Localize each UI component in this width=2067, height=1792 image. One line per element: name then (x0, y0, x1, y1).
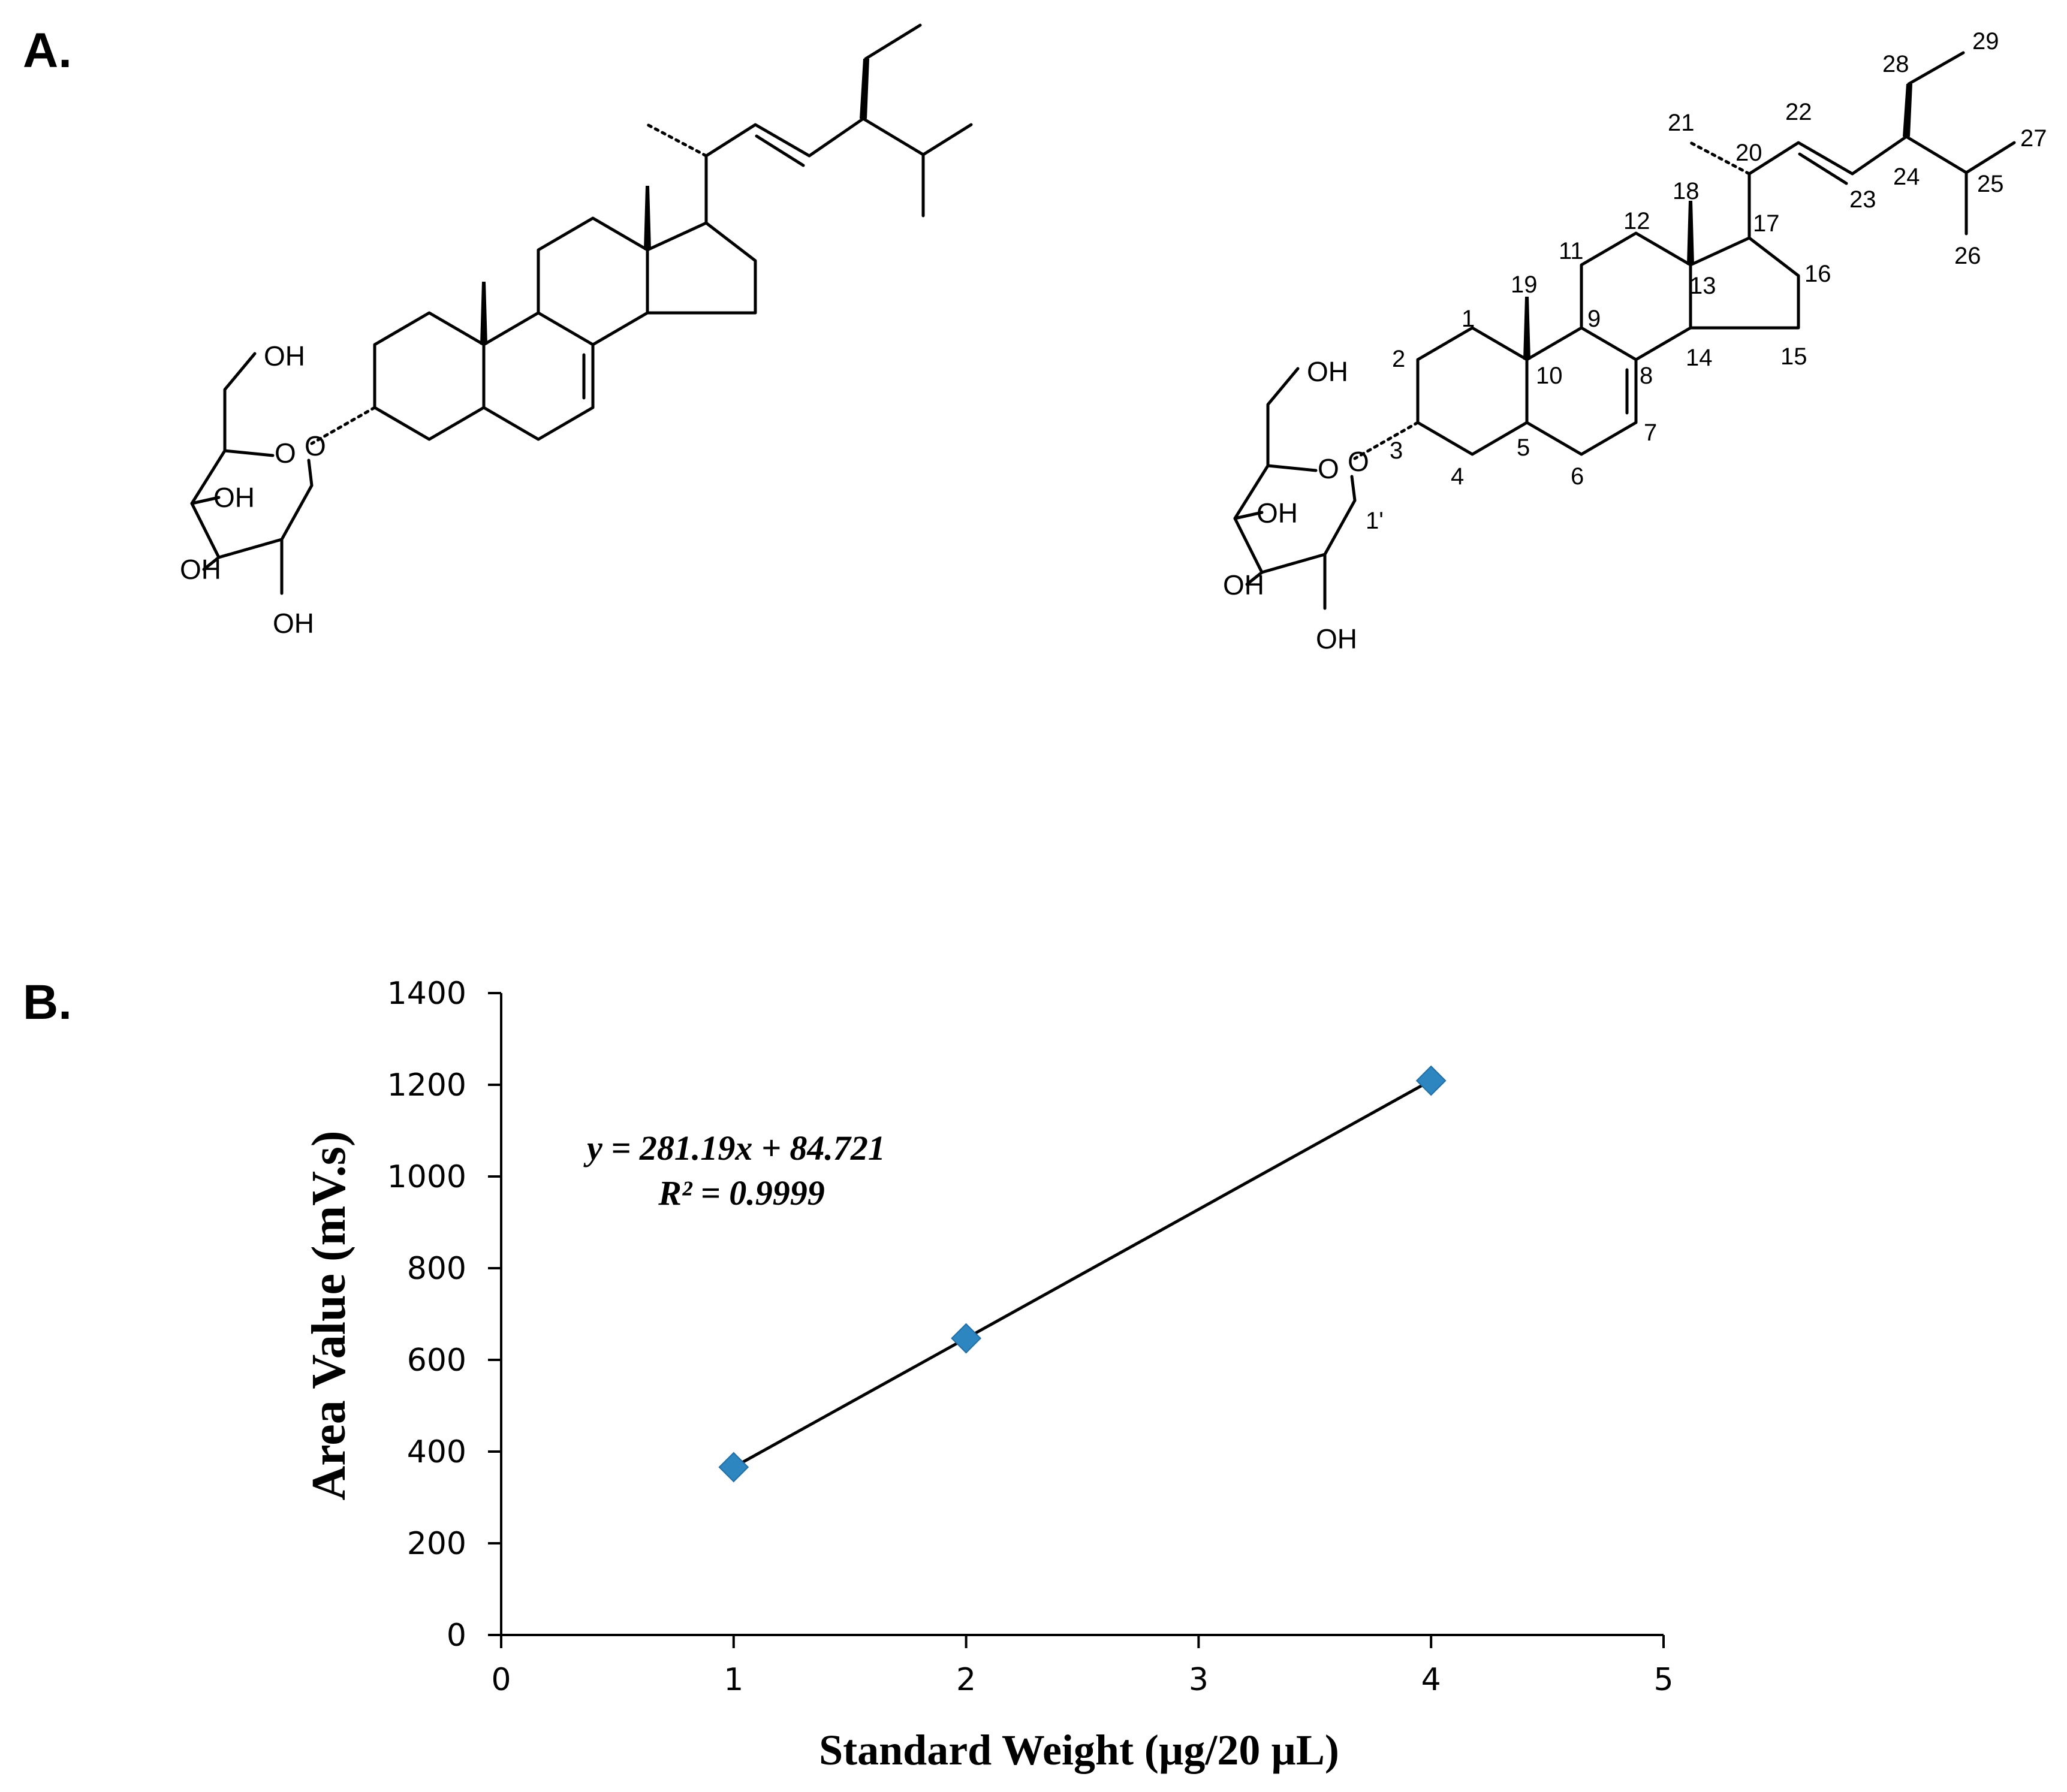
x-ticks: 0 1 2 3 4 5 (491, 1635, 1674, 1698)
carbon-number: 26 (1954, 243, 1981, 269)
x-tick-label: 1 (724, 1662, 743, 1698)
x-tick-label: 3 (1189, 1662, 1209, 1698)
carbon-number: 16 (1804, 261, 1831, 287)
right-ring-o: O (1318, 453, 1339, 484)
carbon-number: 9 (1587, 306, 1601, 332)
y-tick-label: 400 (407, 1434, 466, 1470)
left-oh-4: OH (273, 608, 314, 639)
panel-b-label: B. (23, 975, 72, 1030)
right-oh-2: OH (1257, 497, 1298, 529)
x-tick-label: 2 (956, 1662, 976, 1698)
carbon-number: 14 (1686, 345, 1713, 371)
y-tick-label: 800 (407, 1251, 466, 1287)
y-tick-label: 1200 (387, 1067, 466, 1103)
left-oh-2: OH (213, 482, 255, 513)
regression-equation: y = 281.19x + 84.721 (583, 1129, 885, 1167)
carbon-number: 29 (1972, 28, 1999, 55)
right-oh-4: OH (1316, 623, 1357, 654)
right-oh-3: OH (1223, 569, 1264, 601)
carbon-number: 5 (1517, 435, 1530, 461)
y-tick-label: 1000 (387, 1159, 466, 1195)
carbon-number: 18 (1673, 178, 1700, 204)
carbon-number: 13 (1689, 273, 1716, 299)
right-glyco-o: O (1348, 446, 1369, 477)
left-oh-top: OH (264, 340, 305, 372)
carbon-number: 4 (1451, 463, 1464, 490)
carbon-number: 20 (1735, 140, 1762, 166)
r-squared: R² = 0.9999 (658, 1173, 825, 1212)
carbon-number: 11 (1559, 238, 1584, 264)
y-tick-label: 1400 (387, 976, 466, 1012)
left-structure: OH O O OH OH OH (180, 23, 973, 639)
right-oh-top: OH (1307, 356, 1348, 387)
x-tick-label: 0 (491, 1662, 511, 1698)
data-point (951, 1323, 982, 1354)
carbon-number: 21 (1668, 110, 1695, 136)
carbon-number: 27 (2020, 125, 2047, 152)
data-points (718, 1065, 1447, 1483)
carbon-number: 3 (1390, 438, 1403, 464)
y-ticks: 0 200 400 600 800 1000 1200 1400 (387, 976, 501, 1654)
x-tick-label: 4 (1421, 1662, 1441, 1698)
carbon-number: 24 (1893, 164, 1920, 190)
data-point (718, 1452, 749, 1483)
carbon-number: 22 (1785, 99, 1812, 125)
data-point (1415, 1065, 1447, 1096)
y-axis-title: Area Value (mV.s) (303, 1130, 355, 1500)
y-tick-label: 200 (407, 1526, 466, 1562)
panel-a-label: A. (23, 23, 72, 78)
carbon-number: 28 (1882, 51, 1909, 77)
left-oh-3: OH (180, 554, 221, 585)
carbon-number: 1' (1366, 508, 1384, 534)
right-structure: OH O O OH OH OH 1 2 3 4 5 6 7 8 9 10 11 … (1223, 28, 2047, 654)
carbon-number: 12 (1623, 208, 1650, 234)
carbon-number: 19 (1511, 271, 1538, 298)
left-glyco-o: O (305, 430, 326, 461)
left-ring-o: O (275, 438, 296, 469)
y-tick-label: 600 (407, 1343, 466, 1378)
carbon-number: 2 (1392, 346, 1405, 372)
carbon-number: 7 (1644, 420, 1657, 446)
carbon-number: 25 (1977, 171, 2004, 197)
carbon-number: 8 (1640, 363, 1653, 389)
carbon-number: 10 (1536, 363, 1563, 389)
calibration-chart: 0 200 400 600 800 1000 1200 1400 0 1 2 3 4 5 y = 281… (303, 976, 1674, 1774)
x-tick-label: 5 (1653, 1662, 1673, 1698)
carbon-number: 6 (1571, 463, 1584, 490)
trendline (733, 1079, 1432, 1469)
carbon-number: 1 (1462, 306, 1475, 332)
y-tick-label: 0 (447, 1618, 466, 1654)
carbon-number: 23 (1849, 186, 1876, 213)
x-axis-title: Standard Weight (µg/20 µL) (819, 1726, 1339, 1774)
carbon-number: 17 (1753, 210, 1780, 237)
carbon-number: 15 (1780, 343, 1807, 370)
